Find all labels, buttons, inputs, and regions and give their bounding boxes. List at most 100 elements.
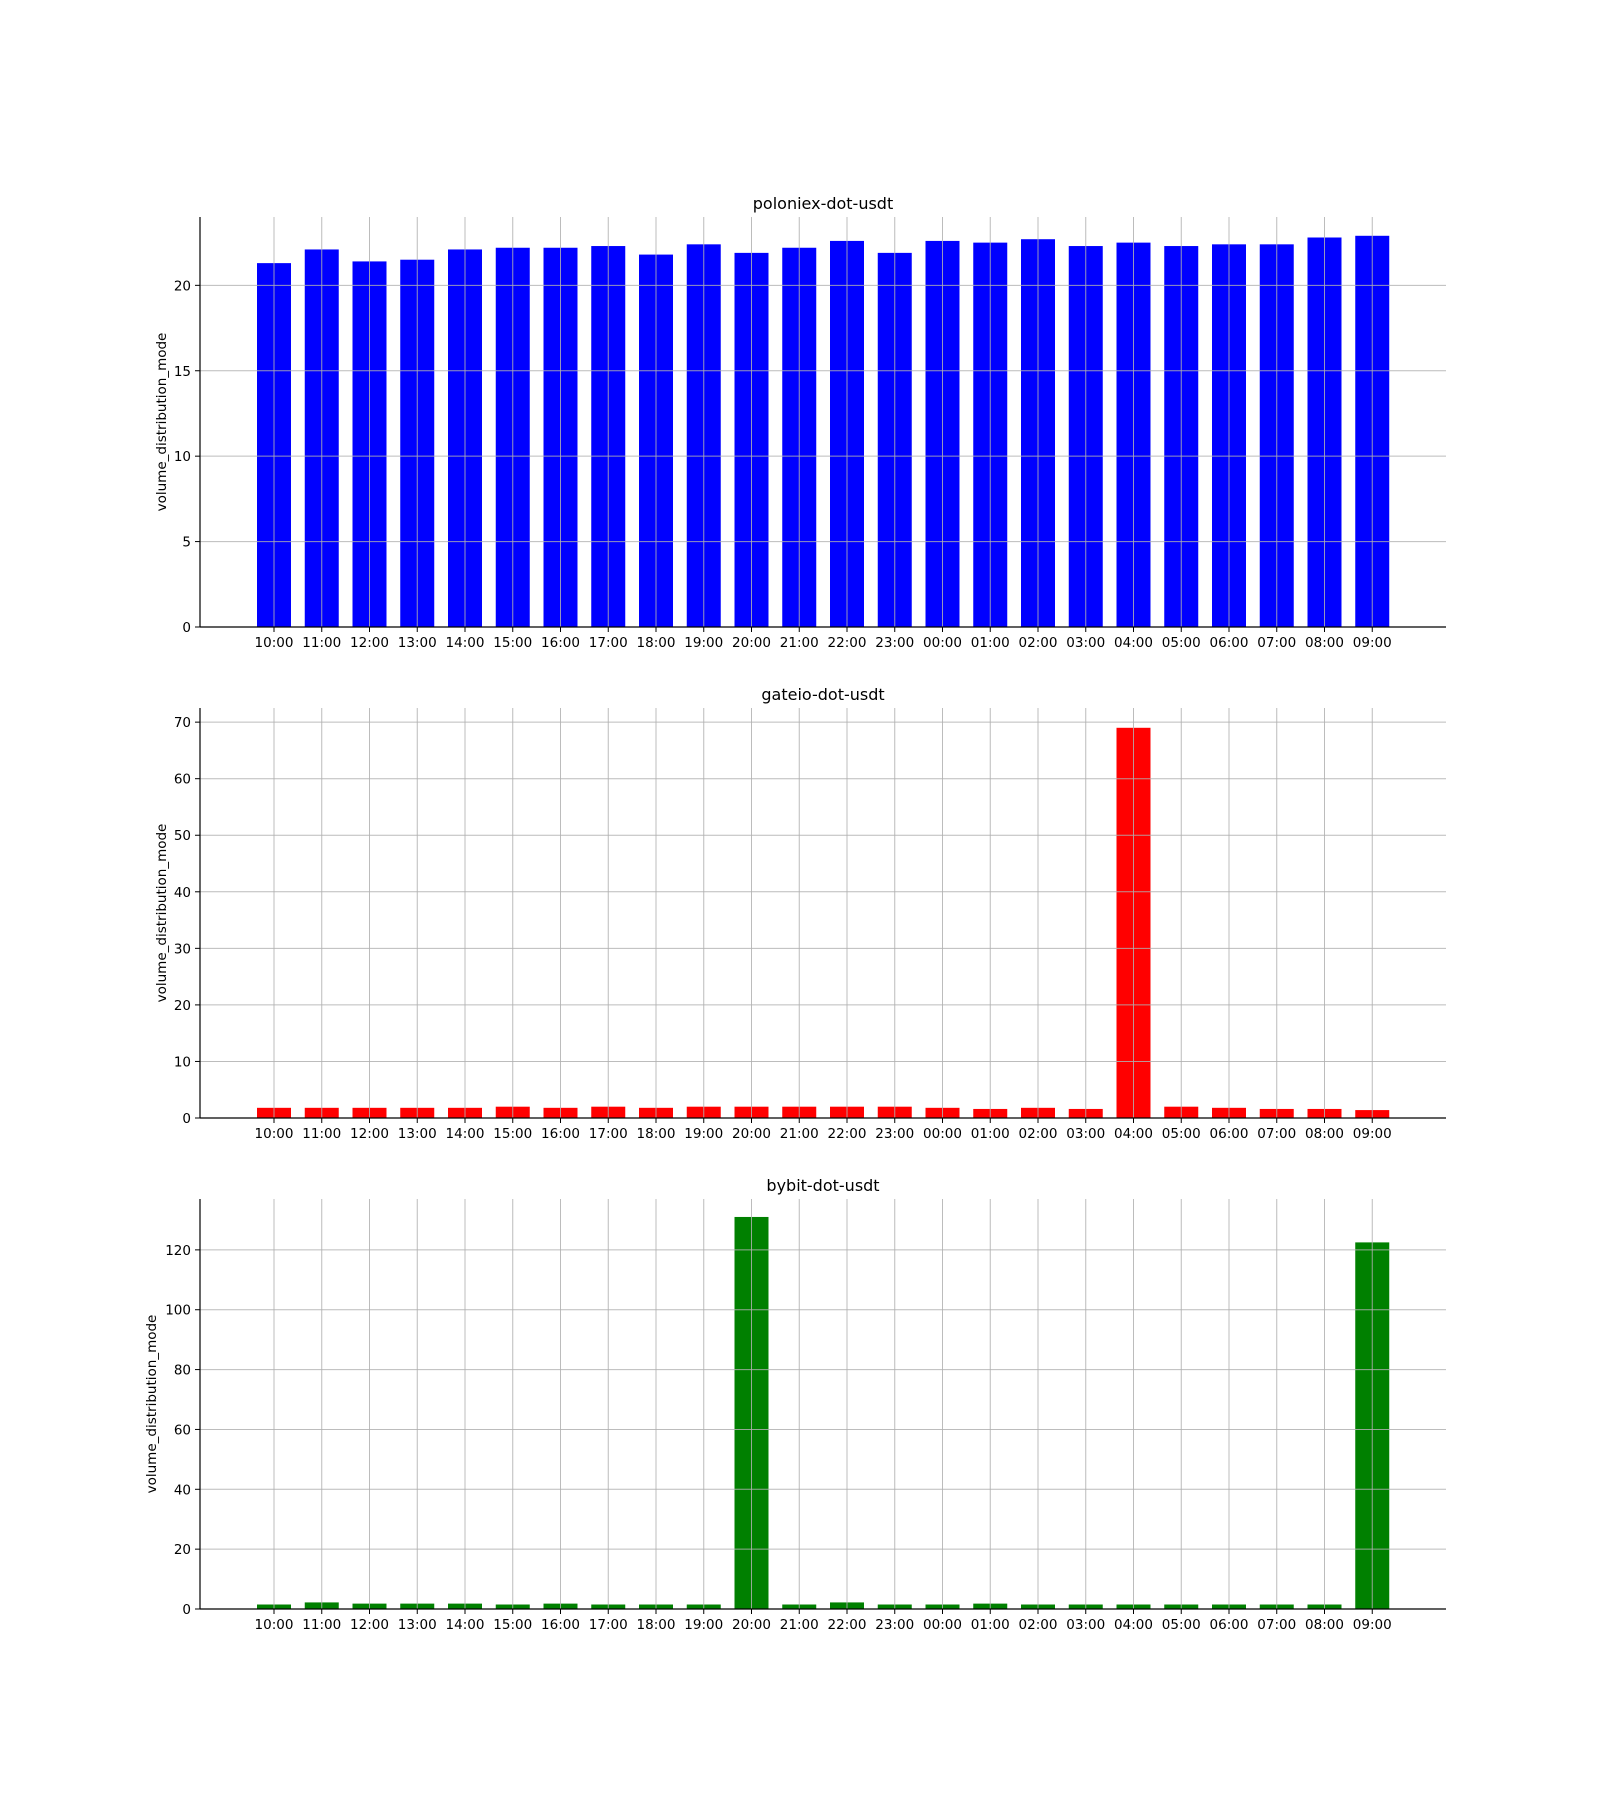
x-tick-label: 13:00 bbox=[398, 1126, 437, 1142]
x-tick-label: 15:00 bbox=[493, 1617, 532, 1633]
x-tick-label: 11:00 bbox=[302, 635, 341, 651]
chart-panel-poloniex: 10:00 11:00 12:00 13:00 14:00 15:00 16:00 17:00… bbox=[154, 194, 1446, 651]
x-tick-label: 00:00 bbox=[923, 1617, 962, 1633]
gridlines bbox=[200, 217, 1446, 627]
y-tick-label: 20 bbox=[174, 278, 191, 294]
x-tick-label: 23:00 bbox=[875, 1126, 914, 1142]
y-tick-label: 20 bbox=[174, 1542, 191, 1558]
y-tick-label: 0 bbox=[182, 1111, 191, 1127]
y-tick-label: 70 bbox=[174, 715, 191, 731]
x-tick-label: 23:00 bbox=[875, 635, 914, 651]
x-tick-label: 10:00 bbox=[255, 1126, 294, 1142]
x-tick-labels: 10:00 11:00 12:00 13:00 14:00 15:00 16:00 17:00… bbox=[255, 1126, 1392, 1142]
y-tick-label: 5 bbox=[182, 535, 191, 551]
chart-panel-bybit: 10:00 11:00 12:00 13:00 14:00 15:00 16:00 17:00… bbox=[144, 1176, 1446, 1633]
x-tick-label: 06:00 bbox=[1210, 1617, 1249, 1633]
x-tick-label: 10:00 bbox=[255, 1617, 294, 1633]
x-tick-label: 07:00 bbox=[1257, 635, 1296, 651]
x-tick-label: 03:00 bbox=[1066, 1617, 1105, 1633]
y-tick-label: 10 bbox=[174, 1054, 191, 1070]
x-tick-label: 17:00 bbox=[589, 635, 628, 651]
y-tick-label: 60 bbox=[174, 1422, 191, 1438]
y-tick-labels: 0 10 20 30 40 50 60 70 bbox=[174, 715, 191, 1127]
y-axis-label: volume_distribution_mode bbox=[154, 824, 170, 1003]
x-tick-label: 05:00 bbox=[1162, 635, 1201, 651]
x-tick-label: 04:00 bbox=[1114, 1126, 1153, 1142]
x-tick-label: 05:00 bbox=[1162, 1126, 1201, 1142]
y-axis-label: volume_distribution_mode bbox=[144, 1315, 160, 1494]
x-tick-label: 19:00 bbox=[684, 1617, 723, 1633]
x-tick-label: 21:00 bbox=[780, 1617, 819, 1633]
x-tick-label: 14:00 bbox=[446, 1126, 485, 1142]
x-tick-labels: 10:00 11:00 12:00 13:00 14:00 15:00 16:00 17:00… bbox=[255, 1617, 1392, 1633]
x-tick-label: 03:00 bbox=[1066, 635, 1105, 651]
x-tick-label: 16:00 bbox=[541, 1126, 580, 1142]
x-tick-label: 02:00 bbox=[1019, 1617, 1058, 1633]
x-tick-label: 22:00 bbox=[828, 1617, 867, 1633]
y-axis-label: volume_distribution_mode bbox=[154, 333, 170, 512]
x-tick-label: 18:00 bbox=[637, 635, 676, 651]
x-tick-label: 06:00 bbox=[1210, 635, 1249, 651]
x-tick-label: 13:00 bbox=[398, 1617, 437, 1633]
y-tick-label: 60 bbox=[174, 772, 191, 788]
y-tick-label: 15 bbox=[174, 364, 191, 380]
x-tick-label: 04:00 bbox=[1114, 635, 1153, 651]
x-tick-label: 19:00 bbox=[684, 635, 723, 651]
x-tick-label: 07:00 bbox=[1257, 1617, 1296, 1633]
x-tick-label: 14:00 bbox=[446, 635, 485, 651]
axes bbox=[195, 217, 1446, 632]
x-tick-label: 11:00 bbox=[302, 1617, 341, 1633]
x-tick-label: 00:00 bbox=[923, 635, 962, 651]
y-tick-label: 0 bbox=[182, 1602, 191, 1618]
x-tick-label: 23:00 bbox=[875, 1617, 914, 1633]
x-tick-label: 16:00 bbox=[541, 635, 580, 651]
y-tick-label: 50 bbox=[174, 828, 191, 844]
y-tick-label: 120 bbox=[165, 1243, 191, 1259]
x-tick-label: 17:00 bbox=[589, 1617, 628, 1633]
x-tick-label: 13:00 bbox=[398, 635, 437, 651]
x-tick-label: 04:00 bbox=[1114, 1617, 1153, 1633]
x-tick-label: 17:00 bbox=[589, 1126, 628, 1142]
x-tick-label: 18:00 bbox=[637, 1617, 676, 1633]
y-tick-label: 20 bbox=[174, 998, 191, 1014]
x-tick-label: 12:00 bbox=[350, 635, 389, 651]
x-tick-label: 15:00 bbox=[493, 635, 532, 651]
y-tick-label: 30 bbox=[174, 941, 191, 957]
x-tick-label: 14:00 bbox=[446, 1617, 485, 1633]
x-tick-label: 11:00 bbox=[302, 1126, 341, 1142]
x-tick-label: 12:00 bbox=[350, 1126, 389, 1142]
x-tick-label: 09:00 bbox=[1353, 1617, 1392, 1633]
x-tick-label: 12:00 bbox=[350, 1617, 389, 1633]
x-tick-label: 07:00 bbox=[1257, 1126, 1296, 1142]
x-tick-label: 10:00 bbox=[255, 635, 294, 651]
axes bbox=[195, 1199, 1446, 1614]
y-tick-label: 80 bbox=[174, 1363, 191, 1379]
x-tick-label: 09:00 bbox=[1353, 635, 1392, 651]
chart-title: bybit-dot-usdt bbox=[766, 1176, 879, 1195]
y-tick-label: 40 bbox=[174, 885, 191, 901]
chart-title: poloniex-dot-usdt bbox=[753, 194, 893, 213]
gridlines bbox=[200, 708, 1446, 1118]
chart-title: gateio-dot-usdt bbox=[761, 685, 884, 704]
x-tick-label: 08:00 bbox=[1305, 635, 1344, 651]
y-tick-labels: 0 5 10 15 20 bbox=[174, 278, 191, 636]
y-tick-label: 0 bbox=[182, 620, 191, 636]
x-tick-label: 09:00 bbox=[1353, 1126, 1392, 1142]
x-tick-label: 08:00 bbox=[1305, 1126, 1344, 1142]
chart-panel-gateio: 10:00 11:00 12:00 13:00 14:00 15:00 16:00 17:00… bbox=[154, 685, 1446, 1142]
y-tick-label: 100 bbox=[165, 1303, 191, 1319]
x-tick-labels: 10:00 11:00 12:00 13:00 14:00 15:00 16:00 17:00… bbox=[255, 635, 1392, 651]
x-tick-label: 01:00 bbox=[971, 635, 1010, 651]
x-tick-label: 16:00 bbox=[541, 1617, 580, 1633]
x-tick-label: 22:00 bbox=[828, 635, 867, 651]
x-tick-label: 02:00 bbox=[1019, 1126, 1058, 1142]
x-tick-label: 20:00 bbox=[732, 1617, 771, 1633]
x-tick-label: 02:00 bbox=[1019, 635, 1058, 651]
x-tick-label: 20:00 bbox=[732, 1126, 771, 1142]
y-tick-labels: 0 20 40 60 80 100 120 bbox=[165, 1243, 191, 1618]
x-tick-label: 15:00 bbox=[493, 1126, 532, 1142]
x-tick-label: 21:00 bbox=[780, 635, 819, 651]
x-tick-label: 18:00 bbox=[637, 1126, 676, 1142]
x-tick-label: 05:00 bbox=[1162, 1617, 1201, 1633]
